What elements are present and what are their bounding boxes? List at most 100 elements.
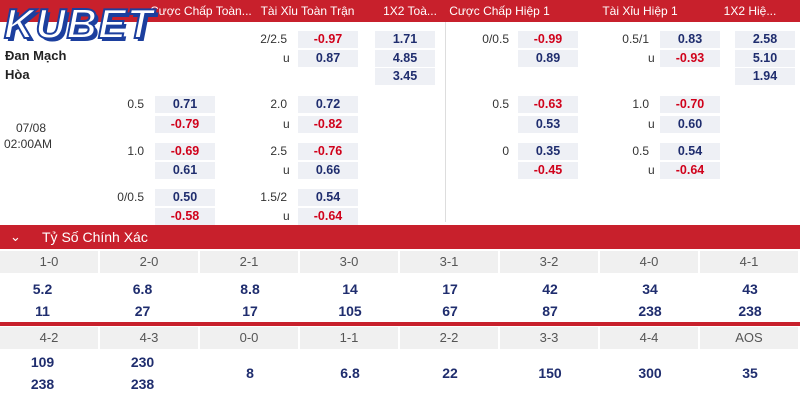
odds-value[interactable]: 0.66 <box>298 162 358 179</box>
odds-value[interactable]: 1.94 <box>735 68 795 85</box>
odds-value[interactable]: 1.71 <box>375 31 435 48</box>
header-bar <box>0 0 800 22</box>
odds-value[interactable]: 0.72 <box>298 96 358 113</box>
row-separator <box>0 322 800 326</box>
score-odds[interactable]: 6.8 <box>132 281 153 297</box>
score-label: 3-0 <box>300 251 400 273</box>
odds-value[interactable]: -0.97 <box>298 31 358 48</box>
column-header: Cược Chấp Hiệp 1 <box>449 4 550 18</box>
odds-value[interactable]: 0.87 <box>298 50 358 67</box>
logo: KUBET <box>3 0 154 48</box>
odds-value[interactable]: -0.99 <box>518 31 578 48</box>
odds-value[interactable]: 0.54 <box>298 189 358 206</box>
score-label: 4-2 <box>0 327 100 349</box>
under-label: u <box>648 51 655 65</box>
score-odds[interactable]: 8 <box>246 365 254 381</box>
odds-value[interactable]: 0.61 <box>155 162 215 179</box>
under-label: u <box>648 117 655 131</box>
score-label: 3-3 <box>500 327 600 349</box>
score-odds[interactable]: 17 <box>242 303 258 319</box>
odds-value[interactable]: -0.79 <box>155 116 215 133</box>
handicap-line: 0.5 <box>492 97 509 111</box>
score-odds[interactable]: 238 <box>638 303 662 319</box>
score-odds[interactable]: 6.8 <box>340 365 360 381</box>
score-label: 2-0 <box>100 251 200 273</box>
handicap-line: 1.5/2 <box>260 190 287 204</box>
score-odds[interactable]: 300 <box>638 365 662 381</box>
score-odds[interactable]: 14 <box>342 281 358 297</box>
match-time: 02:00AM <box>4 137 53 151</box>
odds-value[interactable]: 0.50 <box>155 189 215 206</box>
odds-value[interactable]: 4.85 <box>375 50 435 67</box>
odds-value[interactable]: -0.45 <box>518 162 578 179</box>
score-odds[interactable]: 238 <box>30 376 55 392</box>
odds-value[interactable]: 0.71 <box>155 96 215 113</box>
team-name: Đan Mạch <box>5 48 67 63</box>
under-label: u <box>283 117 290 131</box>
handicap-line: 1.0 <box>127 144 144 158</box>
score-label: 2-1 <box>200 251 300 273</box>
section-title[interactable]: Tỷ Số Chính Xác <box>42 229 148 245</box>
score-odds[interactable]: 109 <box>30 354 55 370</box>
odds-value[interactable]: -0.58 <box>155 208 215 225</box>
score-odds[interactable]: 67 <box>442 303 458 319</box>
odds-value[interactable]: -0.82 <box>298 116 358 133</box>
column-header: Tài Xỉu Hiệp 1 <box>602 4 678 18</box>
odds-value[interactable]: -0.76 <box>298 143 358 160</box>
score-label: 1-0 <box>0 251 100 273</box>
score-odds[interactable]: 105 <box>338 303 362 319</box>
handicap-line: 0.5 <box>127 97 144 111</box>
odds-value[interactable]: -0.64 <box>298 208 358 225</box>
odds-value[interactable]: 5.10 <box>735 50 795 67</box>
score-odds[interactable]: 35 <box>742 365 758 381</box>
score-odds[interactable]: 42 <box>542 281 558 297</box>
score-odds[interactable]: 238 <box>738 303 762 319</box>
score-odds[interactable]: 27 <box>134 303 151 319</box>
divider <box>445 22 446 222</box>
score-label: 4-3 <box>100 327 200 349</box>
odds-value[interactable]: 0.83 <box>660 31 720 48</box>
odds-value[interactable]: 0.54 <box>660 143 720 160</box>
handicap-line: 2.5 <box>270 144 287 158</box>
score-label: 2-2 <box>400 327 500 349</box>
score-odds[interactable]: 238 <box>130 376 155 392</box>
under-label: u <box>283 163 290 177</box>
odds-value[interactable]: 0.53 <box>518 116 578 133</box>
score-odds[interactable]: 17 <box>442 281 458 297</box>
score-odds[interactable]: 11 <box>35 303 50 319</box>
score-odds[interactable]: 8.8 <box>240 281 260 297</box>
handicap-line: 0 <box>502 144 509 158</box>
odds-value[interactable]: 3.45 <box>375 68 435 85</box>
score-label: 3-2 <box>500 251 600 273</box>
under-label: u <box>648 163 655 177</box>
odds-value[interactable]: 0.89 <box>518 50 578 67</box>
odds-value[interactable]: -0.63 <box>518 96 578 113</box>
odds-value[interactable]: -0.93 <box>660 50 720 67</box>
column-header: Tài Xỉu Toàn Trận <box>260 4 355 18</box>
odds-value[interactable]: -0.70 <box>660 96 720 113</box>
handicap-line: 2.0 <box>270 97 287 111</box>
odds-value[interactable]: 0.60 <box>660 116 720 133</box>
score-odds[interactable]: 150 <box>538 365 562 381</box>
score-label: 4-1 <box>700 251 800 273</box>
score-label: 1-1 <box>300 327 400 349</box>
handicap-line: 1.0 <box>632 97 649 111</box>
score-label: 4-0 <box>600 251 700 273</box>
score-odds[interactable]: 43 <box>742 281 758 297</box>
score-odds[interactable]: 34 <box>642 281 658 297</box>
section-bar <box>0 225 800 249</box>
odds-value[interactable]: -0.69 <box>155 143 215 160</box>
score-odds[interactable]: 87 <box>542 303 558 319</box>
score-odds[interactable]: 230 <box>130 354 155 370</box>
score-odds[interactable]: 5.2 <box>32 281 53 297</box>
chevron[interactable]: ⌄ <box>10 229 21 244</box>
odds-value[interactable]: -0.64 <box>660 162 720 179</box>
team-name: Hòa <box>5 67 30 82</box>
score-label: 3-1 <box>400 251 500 273</box>
score-odds[interactable]: 22 <box>442 365 458 381</box>
handicap-line: 2/2.5 <box>260 32 287 46</box>
column-header: Cược Chấp Toàn... <box>150 4 252 18</box>
odds-value[interactable]: 0.35 <box>518 143 578 160</box>
odds-value[interactable]: 2.58 <box>735 31 795 48</box>
